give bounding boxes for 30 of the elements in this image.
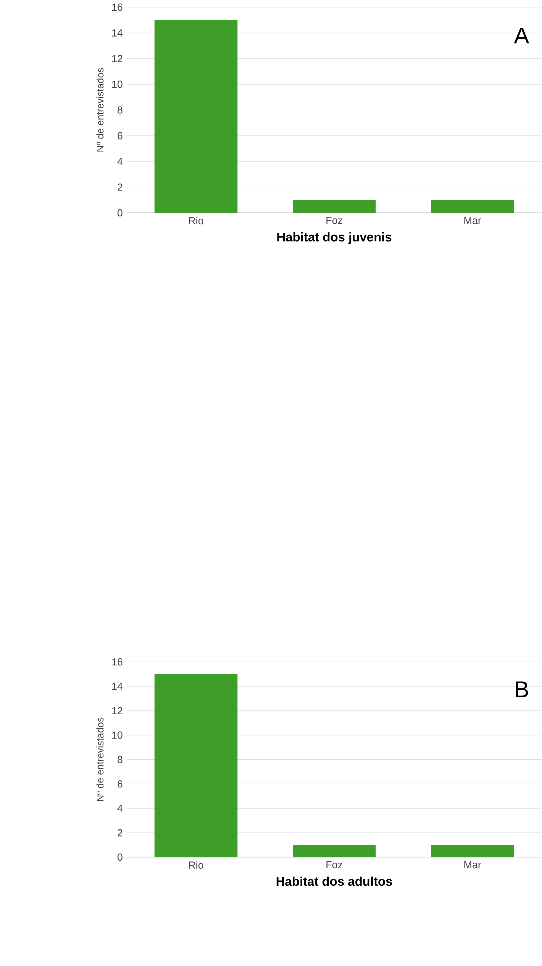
y-tick-label: 6	[118, 780, 123, 788]
y-tick-label: 4	[118, 805, 123, 812]
y-tick-label: 6	[118, 132, 123, 140]
annotation: B	[516, 682, 528, 698]
y-tick-label: 2	[118, 829, 123, 837]
x-tick-label: Rio	[189, 861, 204, 869]
annotation: A	[514, 28, 530, 44]
y-tick-label: 16	[112, 658, 123, 666]
y-tick-label: 10	[112, 732, 123, 740]
x-tick-label: Foz	[326, 861, 343, 869]
y-tick-label: 8	[118, 106, 123, 114]
y-tick-label: 2	[118, 184, 123, 191]
y-axis-title: Nº de entrevistados	[96, 68, 104, 152]
y-tick-label: 10	[112, 80, 123, 88]
y-tick-label: 4	[118, 158, 123, 166]
y-tick-label: 8	[118, 756, 123, 764]
y-axis-title: Nº de entrevistados	[96, 718, 104, 802]
y-tick-label: 12	[112, 55, 123, 62]
x-tick-label: Mar	[464, 217, 482, 224]
x-tick-label: Mar	[464, 861, 482, 869]
x-tick-label: Rio	[189, 217, 204, 225]
y-tick-label: 14	[112, 30, 123, 37]
x-axis-title: Habitat dos adultos	[276, 876, 392, 886]
y-tick-label: 12	[112, 707, 123, 715]
x-tick-label: Foz	[326, 217, 343, 224]
y-tick-label: 0	[118, 854, 123, 862]
y-tick-label: 0	[118, 209, 123, 217]
y-tick-label: 16	[112, 4, 123, 12]
y-tick-label: 14	[112, 683, 123, 690]
x-axis-title: Habitat dos juvenis	[278, 232, 392, 244]
